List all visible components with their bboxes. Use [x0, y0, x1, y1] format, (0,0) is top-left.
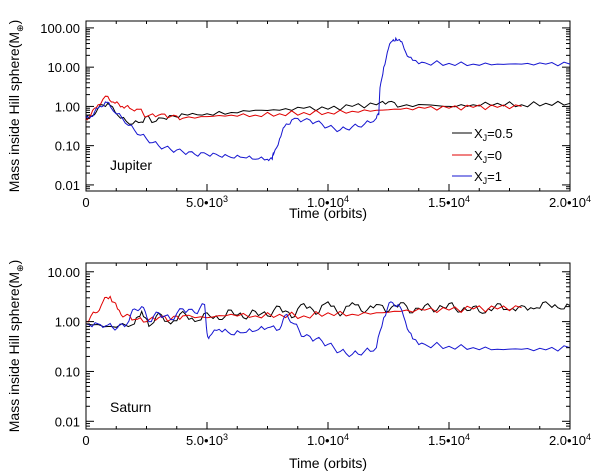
saturn-y-axis-title-text: Mass inside Hill sphere(M	[6, 272, 22, 432]
saturn-plot-frame	[85, 262, 571, 430]
jupiter-plot-frame	[85, 20, 571, 192]
jupiter-x-axis-title: Time (orbits)	[289, 205, 367, 221]
jupiter-y-axis-title: Mass inside Hill sphere(M⊕)	[6, 20, 25, 193]
legend-entry-xj-0: XJ=0	[452, 148, 502, 165]
legend-entry-xj-1: XJ=1	[452, 169, 502, 186]
jupiter-y-tick-label: 1.00	[55, 99, 80, 114]
legend-entry-xj-0-5: XJ=0.5	[452, 126, 513, 143]
jupiter-x-tick-label: 0	[82, 195, 89, 210]
saturn-y-tick-label: 0.10	[55, 364, 80, 379]
jupiter-y-tick-label: 10.00	[47, 60, 80, 75]
saturn-x-tick-label: 1.5•104	[428, 432, 470, 448]
saturn-y-tick-label: 0.01	[55, 414, 80, 429]
jupiter-ticks: 0 5.0•103 1.0•104 1.5•104 2.0•104 0.01 0.10 1.0…	[40, 21, 591, 210]
legend-label-xj-0-5: XJ=0.5	[474, 126, 513, 143]
saturn-x-tick-label: 1.0•104	[307, 432, 349, 448]
saturn-x-axis-title: Time (orbits)	[289, 455, 367, 471]
legend-label-xj-1: XJ=1	[474, 169, 502, 186]
saturn-x-tick-label: 2.0•104	[549, 432, 591, 448]
legend: XJ=0.5 XJ=0 XJ=1	[452, 126, 513, 186]
jupiter-panel-label: Jupiter	[110, 157, 152, 173]
saturn-x-tick-label: 0	[82, 433, 89, 448]
saturn-y-axis-title-close: )	[6, 260, 22, 265]
legend-label-xj-0: XJ=0	[474, 148, 502, 165]
saturn-x-tick-label: 5.0•103	[186, 432, 228, 448]
jupiter-x-tick-label: 1.5•104	[428, 194, 470, 210]
saturn-panel: 0 5.0•103 1.0•104 1.5•104 2.0•104 0.01 0.10 1.0…	[6, 260, 591, 471]
jupiter-x-tick-label: 2.0•104	[549, 194, 591, 210]
jupiter-panel: 0 5.0•103 1.0•104 1.5•104 2.0•104 0.01 0.10 1.0…	[6, 20, 591, 221]
saturn-y-axis-title: Mass inside Hill sphere(M⊕)	[6, 260, 25, 433]
saturn-ticks: 0 5.0•103 1.0•104 1.5•104 2.0•104 0.01 0.10 1.0…	[47, 263, 591, 448]
saturn-series-x-j-0	[85, 295, 522, 323]
jupiter-y-tick-label: 100.00	[40, 21, 80, 36]
jupiter-x-tick-label: 1.0•104	[307, 194, 349, 210]
jupiter-series-x-j-0-5	[85, 100, 571, 125]
jupiter-series-layer	[85, 36, 571, 162]
jupiter-y-tick-label: 0.10	[55, 139, 80, 154]
saturn-series-layer	[85, 295, 571, 358]
earth-symbol: ⊕	[15, 264, 25, 272]
jupiter-x-tick-label: 5.0•103	[186, 194, 228, 210]
jupiter-y-axis-title-close: )	[6, 20, 22, 25]
saturn-y-tick-label: 1.00	[55, 315, 80, 330]
jupiter-y-axis-title-text: Mass inside Hill sphere(M	[6, 32, 22, 192]
saturn-series-x-j-1	[85, 301, 571, 358]
jupiter-y-tick-label: 0.01	[55, 178, 80, 193]
saturn-panel-label: Saturn	[110, 399, 151, 415]
saturn-series-x-j-0-5	[85, 301, 571, 328]
saturn-y-tick-label: 10.00	[47, 265, 80, 280]
jupiter-series-x-j-0	[85, 95, 522, 121]
jupiter-series-x-j-1	[85, 36, 571, 162]
earth-symbol: ⊕	[15, 24, 25, 32]
